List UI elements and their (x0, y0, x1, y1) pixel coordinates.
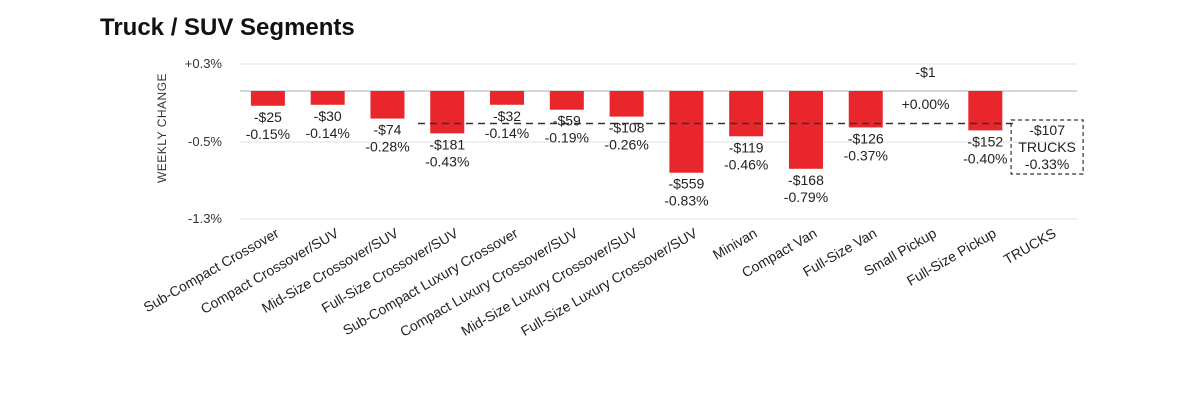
bar (669, 91, 704, 173)
bar-pct-label: -0.14% (485, 125, 529, 141)
average-label-box (1010, 119, 1084, 175)
bar-pct-label: -0.37% (844, 147, 888, 163)
bar-pct-label: -0.15% (246, 126, 290, 142)
bar-dollar-label: -$152 (967, 133, 1003, 149)
category-label: TRUCKS (1001, 225, 1059, 268)
bar (968, 91, 1003, 131)
bar-dollar-label: -$126 (848, 130, 884, 146)
bar (370, 91, 405, 119)
bar-dollar-label: -$74 (373, 122, 401, 138)
bar-dollar-label: -$119 (729, 139, 764, 155)
bar (490, 91, 525, 105)
average-name-label: TRUCKS (1018, 139, 1076, 155)
bar-pct-label: -0.43% (425, 153, 469, 169)
bar-pct-label: -0.26% (604, 137, 648, 153)
page-title: Truck / SUV Segments (100, 14, 355, 41)
bar-dollar-label: -$559 (668, 176, 704, 192)
average-pct-label: -0.33% (1025, 156, 1069, 172)
bar-dollar-label: -$59 (553, 113, 581, 129)
y-axis-label: WEEKLY CHANGE (155, 73, 169, 183)
bar-dollar-label: -$1 (915, 64, 935, 80)
y-tick-label: -1.3% (188, 211, 222, 226)
bar-pct-label: -0.40% (963, 150, 1007, 166)
bar (549, 91, 584, 110)
bar (848, 91, 883, 128)
bar-pct-label: -0.19% (545, 130, 589, 146)
bar-pct-label: -0.28% (365, 139, 409, 155)
bar (609, 91, 644, 117)
bar-dollar-label: -$32 (493, 108, 521, 124)
bar-pct-label: -0.46% (724, 156, 768, 172)
bar (310, 91, 345, 105)
bar-pct-label: +0.00% (902, 96, 950, 112)
bar-dollar-label: -$25 (254, 109, 282, 125)
bar (729, 91, 764, 137)
bar (250, 91, 285, 106)
bar-dollar-label: -$30 (314, 108, 342, 124)
bar (430, 91, 465, 134)
bar (788, 91, 823, 169)
bar-dollar-label: -$168 (788, 172, 824, 188)
average-dollar-label: -$107 (1029, 122, 1065, 138)
y-tick-label: -0.5% (188, 134, 222, 149)
y-tick-label: +0.3% (185, 56, 223, 71)
bar-dollar-label: -$108 (609, 120, 645, 136)
category-label: Minivan (710, 225, 760, 263)
bar-pct-label: -0.83% (664, 193, 708, 209)
bar-pct-label: -0.79% (784, 189, 828, 205)
bar-pct-label: -0.14% (305, 125, 349, 141)
bar-dollar-label: -$181 (429, 136, 465, 152)
